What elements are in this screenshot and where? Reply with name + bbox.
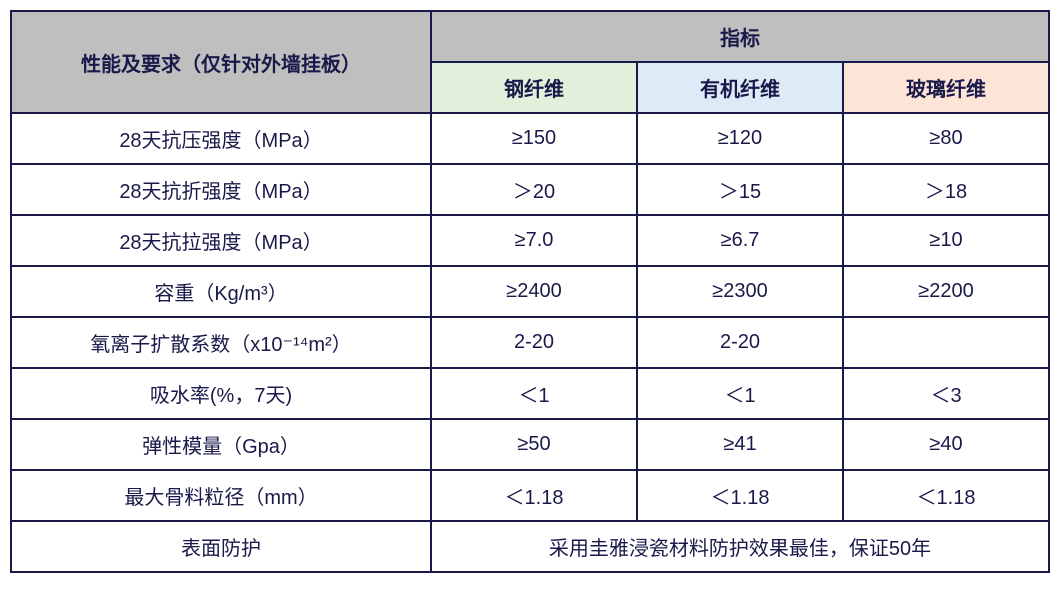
header-row-1: 性能及要求（仅针对外墙挂板） 指标 — [11, 11, 1049, 62]
spec-table: 性能及要求（仅针对外墙挂板） 指标 钢纤维 有机纤维 玻璃纤维 28天抗压强度（… — [10, 10, 1050, 573]
table-row: 弹性模量（Gpa） ≥50 ≥41 ≥40 — [11, 419, 1049, 470]
data-cell-steel: ＜1 — [431, 368, 637, 419]
row-label: 28天抗压强度（MPa） — [11, 113, 431, 164]
table-footer-row: 表面防护 采用圭雅浸瓷材料防护效果最佳，保证50年 — [11, 521, 1049, 572]
data-cell-glass: ＜1.18 — [843, 470, 1049, 521]
table-row: 28天抗压强度（MPa） ≥150 ≥120 ≥80 — [11, 113, 1049, 164]
table-row: 28天抗拉强度（MPa） ≥7.0 ≥6.7 ≥10 — [11, 215, 1049, 266]
footer-label: 表面防护 — [11, 521, 431, 572]
table-row: 氧离子扩散系数（x10⁻¹⁴m²） 2-20 2-20 — [11, 317, 1049, 368]
row-label: 最大骨料粒径（mm） — [11, 470, 431, 521]
data-cell-glass: ＞18 — [843, 164, 1049, 215]
header-col-glass: 玻璃纤维 — [843, 62, 1049, 113]
data-cell-steel: ≥7.0 — [431, 215, 637, 266]
table-row: 最大骨料粒径（mm） ＜1.18 ＜1.18 ＜1.18 — [11, 470, 1049, 521]
data-cell-steel: ＞20 — [431, 164, 637, 215]
data-cell-glass: ≥2200 — [843, 266, 1049, 317]
data-cell-organic: 2-20 — [637, 317, 843, 368]
data-cell-steel: ≥50 — [431, 419, 637, 470]
table-row: 容重（Kg/m³） ≥2400 ≥2300 ≥2200 — [11, 266, 1049, 317]
data-cell-organic: ≥6.7 — [637, 215, 843, 266]
data-cell-organic: ＞15 — [637, 164, 843, 215]
row-label: 氧离子扩散系数（x10⁻¹⁴m²） — [11, 317, 431, 368]
header-main-label: 性能及要求（仅针对外墙挂板） — [11, 11, 431, 113]
data-cell-steel: ≥150 — [431, 113, 637, 164]
data-cell-organic: ＜1.18 — [637, 470, 843, 521]
data-cell-organic: ≥41 — [637, 419, 843, 470]
table-row: 吸水率(%，7天) ＜1 ＜1 ＜3 — [11, 368, 1049, 419]
data-cell-steel: 2-20 — [431, 317, 637, 368]
row-label: 28天抗拉强度（MPa） — [11, 215, 431, 266]
header-col-organic: 有机纤维 — [637, 62, 843, 113]
row-label: 弹性模量（Gpa） — [11, 419, 431, 470]
header-indicator-label: 指标 — [431, 11, 1049, 62]
data-cell-steel: ≥2400 — [431, 266, 637, 317]
row-label: 吸水率(%，7天) — [11, 368, 431, 419]
footer-merged-value: 采用圭雅浸瓷材料防护效果最佳，保证50年 — [431, 521, 1049, 572]
table-row: 28天抗折强度（MPa） ＞20 ＞15 ＞18 — [11, 164, 1049, 215]
data-cell-glass: ＜3 — [843, 368, 1049, 419]
data-cell-glass: ≥40 — [843, 419, 1049, 470]
data-cell-organic: ＜1 — [637, 368, 843, 419]
header-col-steel: 钢纤维 — [431, 62, 637, 113]
data-cell-organic: ≥2300 — [637, 266, 843, 317]
row-label: 28天抗折强度（MPa） — [11, 164, 431, 215]
data-cell-steel: ＜1.18 — [431, 470, 637, 521]
row-label: 容重（Kg/m³） — [11, 266, 431, 317]
data-cell-glass: ≥80 — [843, 113, 1049, 164]
data-cell-organic: ≥120 — [637, 113, 843, 164]
data-cell-glass: ≥10 — [843, 215, 1049, 266]
data-cell-glass — [843, 317, 1049, 368]
